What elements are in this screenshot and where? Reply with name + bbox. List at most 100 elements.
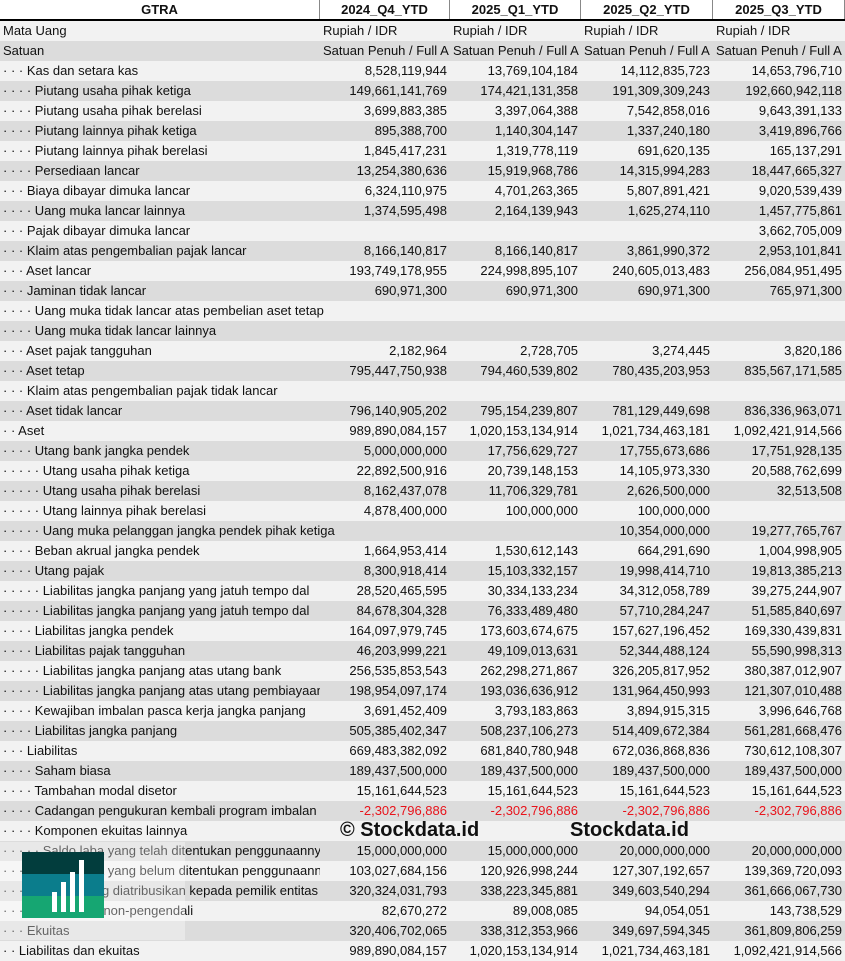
cell-3[interactable]: 664,291,690: [637, 543, 710, 558]
cell-3[interactable]: 52,344,488,124: [619, 643, 710, 658]
cell-1[interactable]: 895,388,700: [374, 123, 447, 138]
row-label[interactable]: · · · · · Utang usaha pihak berelasi: [3, 483, 201, 498]
cell-4[interactable]: 256,084,951,495: [744, 263, 842, 278]
row-label[interactable]: · · · · · Utang lainnya pihak berelasi: [3, 503, 207, 518]
cell-2[interactable]: 1,020,153,134,914: [469, 943, 578, 958]
cell-2[interactable]: 17,756,629,727: [487, 443, 578, 458]
cell-4[interactable]: 836,336,963,071: [744, 403, 842, 418]
cell-3[interactable]: 672,036,868,836: [612, 743, 710, 758]
cell-1[interactable]: 505,385,402,347: [349, 723, 447, 738]
cell-4[interactable]: 1,092,421,914,566: [733, 423, 842, 438]
cell-3[interactable]: 15,161,644,523: [619, 783, 710, 798]
cell-1[interactable]: 320,406,702,065: [349, 923, 447, 938]
cell-3[interactable]: 514,409,672,384: [612, 723, 710, 738]
cell-1[interactable]: [320, 221, 450, 241]
cell-3[interactable]: 1,021,734,463,181: [601, 943, 710, 958]
cell-2[interactable]: 89,008,085: [512, 903, 578, 918]
cell-1[interactable]: 1,374,595,498: [363, 203, 447, 218]
row-label[interactable]: · · · Pajak dibayar dimuka lancar: [3, 223, 191, 238]
cell-1[interactable]: 669,483,382,092: [349, 743, 447, 758]
cell-4[interactable]: 561,281,668,476: [744, 723, 842, 738]
cell-3[interactable]: 349,603,540,294: [612, 883, 710, 898]
cell-4[interactable]: -2,302,796,886: [754, 803, 842, 818]
cell-3[interactable]: 1,625,274,110: [627, 203, 710, 218]
cell-4[interactable]: Satuan Penuh / Full A: [716, 43, 842, 58]
cell-1[interactable]: 13,254,380,636: [356, 163, 447, 178]
cell-2[interactable]: 1,530,612,143: [494, 543, 578, 558]
cell-1[interactable]: [320, 521, 450, 541]
cell-3[interactable]: [581, 321, 713, 341]
cell-2[interactable]: 4,701,263,365: [494, 183, 578, 198]
row-label[interactable]: · · · · · Liabilitas jangka panjang yang…: [3, 603, 310, 618]
cell-1[interactable]: 1,664,953,414: [363, 543, 447, 558]
cell-3[interactable]: 94,054,051: [644, 903, 710, 918]
cell-3[interactable]: 34,312,058,789: [619, 583, 710, 598]
row-label[interactable]: · · · Aset tetap: [3, 363, 85, 378]
cell-3[interactable]: [581, 381, 713, 401]
cell-1[interactable]: 46,203,999,221: [356, 643, 447, 658]
cell-4[interactable]: 39,275,244,907: [751, 583, 842, 598]
cell-4[interactable]: 3,419,896,766: [758, 123, 842, 138]
cell-4[interactable]: 765,971,300: [769, 283, 842, 298]
cell-3[interactable]: 1,021,734,463,181: [601, 423, 710, 438]
cell-1[interactable]: Rupiah / IDR: [323, 23, 398, 38]
cell-4[interactable]: 143,738,529: [769, 903, 842, 918]
cell-1[interactable]: 28,520,465,595: [356, 583, 447, 598]
cell-3[interactable]: 781,129,449,698: [612, 403, 710, 418]
cell-1[interactable]: 796,140,905,202: [349, 403, 447, 418]
cell-2[interactable]: 8,166,140,817: [494, 243, 578, 258]
cell-4[interactable]: 3,662,705,009: [758, 223, 842, 238]
cell-1[interactable]: 2,182,964: [389, 343, 447, 358]
cell-1[interactable]: 690,971,300: [374, 283, 447, 298]
cell-4[interactable]: 14,653,796,710: [751, 63, 842, 78]
cell-3[interactable]: 349,697,594,345: [612, 923, 710, 938]
cell-4[interactable]: 17,751,928,135: [751, 443, 842, 458]
row-label[interactable]: · · · · Persediaan lancar: [3, 163, 140, 178]
cell-3[interactable]: 690,971,300: [637, 283, 710, 298]
row-label[interactable]: · · · Aset pajak tangguhan: [3, 343, 152, 358]
cell-1[interactable]: -2,302,796,886: [359, 803, 447, 818]
cell-4[interactable]: [713, 821, 845, 841]
cell-4[interactable]: 3,820,186: [784, 343, 842, 358]
cell-3[interactable]: 14,112,835,723: [620, 63, 710, 78]
cell-4[interactable]: [713, 381, 845, 401]
cell-3[interactable]: 100,000,000: [637, 503, 710, 518]
cell-3[interactable]: 17,755,673,686: [619, 443, 710, 458]
cell-2[interactable]: 30,334,133,234: [487, 583, 578, 598]
cell-1[interactable]: Satuan Penuh / Full A: [323, 43, 449, 58]
cell-4[interactable]: [713, 321, 845, 341]
cell-2[interactable]: 15,000,000,000: [487, 843, 578, 858]
cell-4[interactable]: 139,369,720,093: [744, 863, 842, 878]
cell-2[interactable]: 15,161,644,523: [487, 783, 578, 798]
cell-1[interactable]: 6,324,110,975: [364, 183, 447, 198]
header-col-4[interactable]: 2025_Q3_YTD: [713, 0, 845, 19]
row-label[interactable]: · · · · Uang muka lancar lainnya: [3, 203, 186, 218]
cell-2[interactable]: 681,840,780,948: [480, 743, 578, 758]
header-col-2[interactable]: 2025_Q1_YTD: [450, 0, 581, 19]
cell-2[interactable]: 189,437,500,000: [480, 763, 578, 778]
cell-3[interactable]: Rupiah / IDR: [584, 23, 659, 38]
row-label[interactable]: · · · · Liabilitas jangka panjang: [3, 723, 178, 738]
header-ticker[interactable]: GTRA: [0, 0, 320, 19]
row-label[interactable]: · · · · Piutang usaha pihak berelasi: [3, 103, 202, 118]
cell-3[interactable]: 7,542,858,016: [626, 103, 710, 118]
cell-3[interactable]: 326,205,817,952: [612, 663, 710, 678]
cell-3[interactable]: 10,354,000,000: [619, 523, 710, 538]
row-label[interactable]: · · · · Piutang lainnya pihak ketiga: [3, 123, 197, 138]
cell-3[interactable]: 14,315,994,283: [619, 163, 710, 178]
cell-1[interactable]: 5,000,000,000: [363, 443, 447, 458]
cell-2[interactable]: 262,298,271,867: [480, 663, 578, 678]
cell-1[interactable]: 8,166,140,817: [363, 243, 447, 258]
row-label[interactable]: · · · · · Utang usaha pihak ketiga: [3, 463, 190, 478]
row-label[interactable]: · · · · Uang muka tidak lancar atas pemb…: [3, 303, 324, 318]
row-label[interactable]: · · · · Beban akrual jangka pendek: [3, 543, 200, 558]
cell-3[interactable]: 1,337,240,180: [626, 123, 710, 138]
cell-4[interactable]: 192,660,942,118: [745, 83, 842, 98]
row-label[interactable]: · · · · · Liabilitas jangka panjang yang…: [3, 583, 310, 598]
cell-1[interactable]: [320, 301, 450, 321]
row-label[interactable]: · · · Jaminan tidak lancar: [3, 283, 147, 298]
row-label[interactable]: Mata Uang: [3, 23, 67, 38]
cell-4[interactable]: 55,590,998,313: [751, 643, 842, 658]
cell-4[interactable]: 835,567,171,585: [744, 363, 842, 378]
row-label[interactable]: · · · Klaim atas pengembalian pajak tida…: [3, 383, 278, 398]
